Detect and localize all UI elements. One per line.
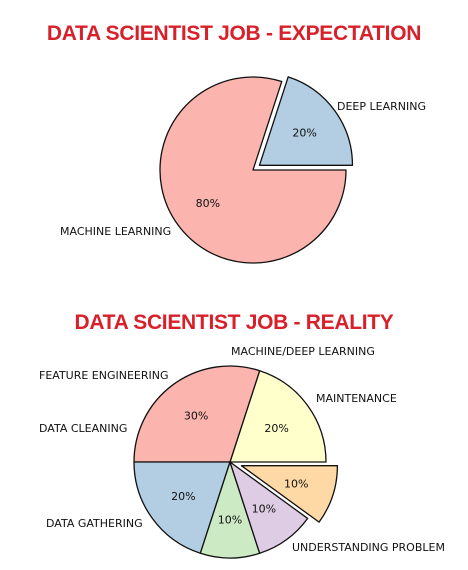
slice-category-label: MACHINE LEARNING <box>60 225 171 238</box>
slice-value-label: 10% <box>252 503 276 516</box>
pie-chart-expectation: 20% DEEP LEARNING 80% MACHINE LEARNING <box>60 76 426 264</box>
pie-slice-maintenance <box>229 370 327 463</box>
slice-value-label: 20% <box>264 422 288 435</box>
slice-value-label: 20% <box>292 127 316 140</box>
slice-value-label: 10% <box>218 514 242 527</box>
slice-category-label: DATA GATHERING <box>46 517 143 530</box>
pie-chart-reality: 20% MAINTENANCE 30% UNDERSTANDING PROBLEM 20… <box>39 345 445 559</box>
pie-slice-machine-learning <box>159 76 347 264</box>
slice-category-label: MACHINE/DEEP LEARNING <box>231 345 375 358</box>
slice-value-label: 30% <box>184 409 208 422</box>
pie-slice-data-gathering <box>133 461 231 554</box>
pie-slice-machine-deep-learning <box>240 465 339 523</box>
slice-category-label: UNDERSTANDING PROBLEM <box>292 541 445 554</box>
slice-category-label: DATA CLEANING <box>39 422 127 435</box>
pie-slice-feature-engineering <box>229 461 309 554</box>
chart-title-expectation: DATA SCIENTIST JOB - EXPECTATION <box>46 22 422 45</box>
slice-category-label: DEEP LEARNING <box>337 100 426 113</box>
slice-category-label: FEATURE ENGINEERING <box>39 369 169 382</box>
chart-title-reality: DATA SCIENTIST JOB - REALITY <box>74 311 394 334</box>
slice-value-label: 80% <box>196 197 220 210</box>
slice-value-label: 10% <box>284 478 308 491</box>
slice-category-label: MAINTENANCE <box>316 392 397 405</box>
pie-slice-deep-learning <box>258 76 354 166</box>
slice-value-label: 20% <box>171 490 195 503</box>
pie-slice-understanding-problem <box>133 365 261 463</box>
